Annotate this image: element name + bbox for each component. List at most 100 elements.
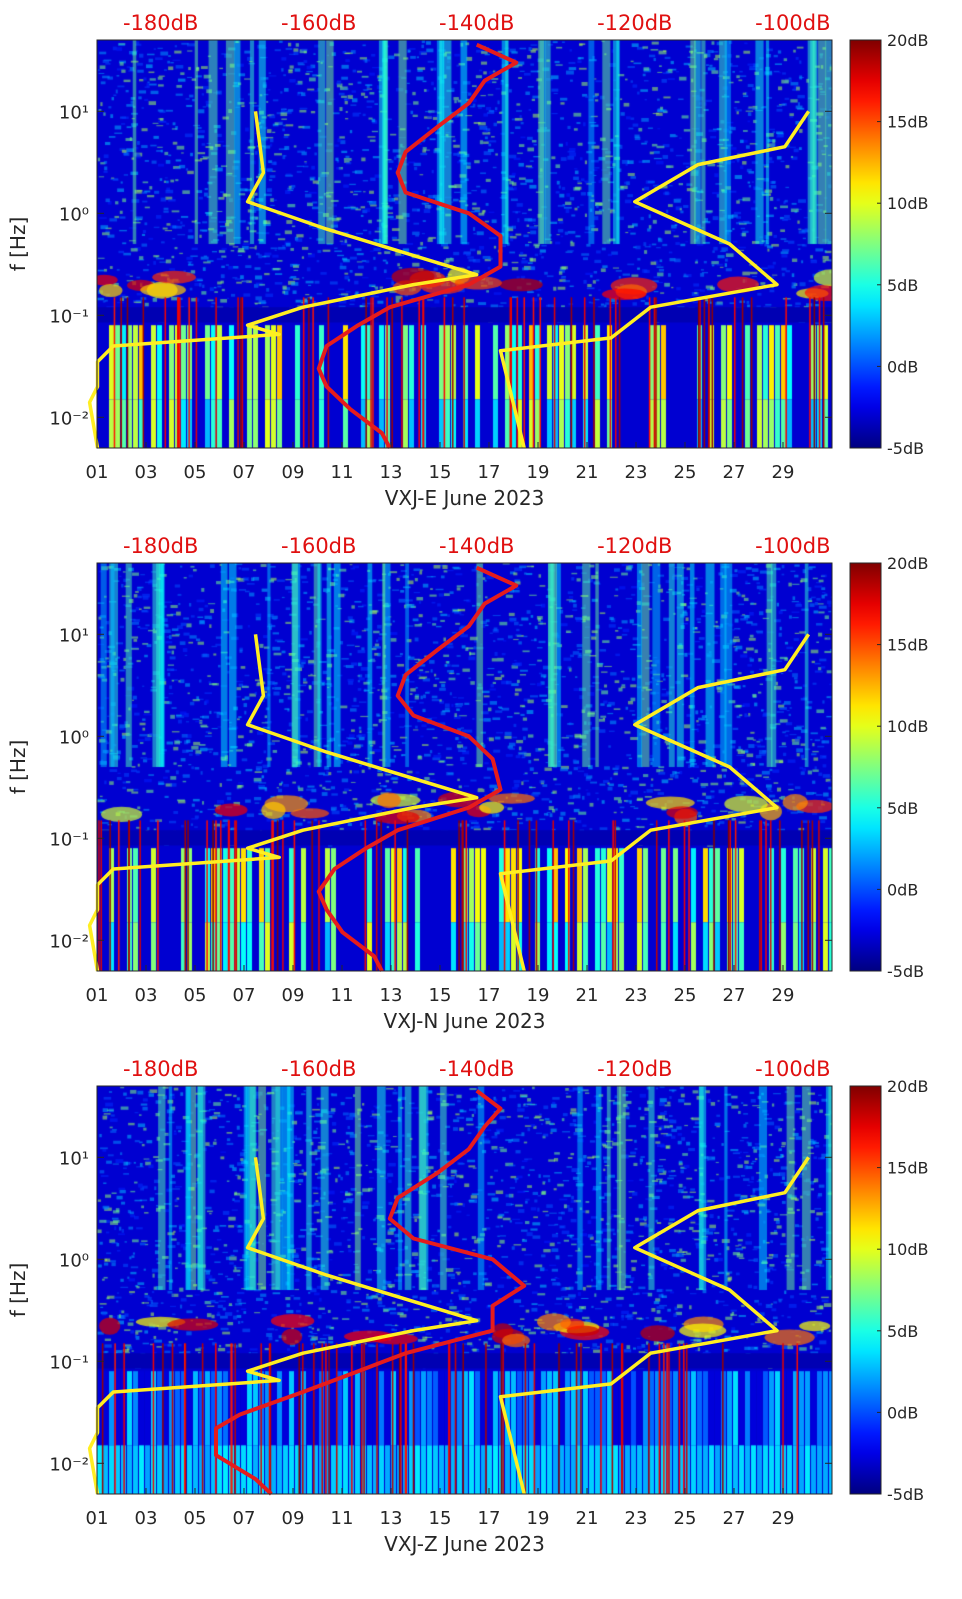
spectrogram-heatmap xyxy=(97,1086,832,1494)
noise-model-curve xyxy=(498,1156,811,1495)
x-tick-label: 09 xyxy=(282,985,305,1006)
x-tick-label: 03 xyxy=(135,462,158,483)
x-tick-label: 19 xyxy=(527,462,550,483)
x-tick-label: 01 xyxy=(86,462,109,483)
x-tick-label: 23 xyxy=(625,985,648,1006)
plot-frame xyxy=(96,1085,833,1495)
colorbar xyxy=(849,562,882,972)
x-tick-label: 29 xyxy=(772,985,795,1006)
noise-model-curve xyxy=(498,633,811,972)
power-scale-label: -160dB xyxy=(281,1057,356,1081)
spectrogram-panel: 01 03 05 07 09 11 13 15 17 19 21 23 25 27 29 10⁻² 10⁻¹ 10… xyxy=(6,534,929,1033)
x-tick-label: 15 xyxy=(429,1508,452,1529)
colorbar-tick-label: 15dB xyxy=(887,636,929,655)
x-tick-label: 15 xyxy=(429,985,452,1006)
x-tick-label: 09 xyxy=(282,1508,305,1529)
x-tick-label: 17 xyxy=(478,1508,501,1529)
x-tick-label: 25 xyxy=(674,462,697,483)
colorbar-tick-label: 20dB xyxy=(887,31,929,50)
colorbar-tick-label: 0dB xyxy=(887,1403,918,1422)
colorbar-tick-label: -5dB xyxy=(887,439,924,458)
psd-curve xyxy=(316,565,519,972)
x-tick-label: 05 xyxy=(184,462,207,483)
x-tick-label: 01 xyxy=(86,985,109,1006)
colorbar-tick-label: 0dB xyxy=(887,880,918,899)
power-scale-label: -180dB xyxy=(123,11,198,35)
plot-frame xyxy=(96,562,833,972)
y-tick-label: 10⁻² xyxy=(49,1454,89,1475)
x-tick-label: 21 xyxy=(576,985,599,1006)
x-tick-label: 21 xyxy=(576,1508,599,1529)
x-tick-label: 25 xyxy=(674,1508,697,1529)
x-tick-label: 05 xyxy=(184,985,207,1006)
spectrogram-panel: 01 03 05 07 09 11 13 15 17 19 21 23 25 27 29 10⁻² 10⁻¹ 10… xyxy=(6,1057,929,1556)
colorbar xyxy=(849,1085,882,1495)
x-tick-label: 19 xyxy=(527,1508,550,1529)
power-scale-label: -100dB xyxy=(755,1057,830,1081)
plot-frame xyxy=(96,39,833,449)
y-axis-label: f [Hz] xyxy=(6,1263,30,1318)
x-tick-label: 07 xyxy=(233,462,256,483)
colorbar-tick-label: -5dB xyxy=(887,1485,924,1504)
x-tick-label: 13 xyxy=(380,985,403,1006)
y-axis-label: f [Hz] xyxy=(6,740,30,795)
power-scale-label: -160dB xyxy=(281,534,356,558)
y-tick-label: 10⁰ xyxy=(59,727,89,748)
x-tick-label: 13 xyxy=(380,462,403,483)
x-tick-label: 21 xyxy=(576,462,599,483)
power-scale-label: -180dB xyxy=(123,1057,198,1081)
x-tick-label: 23 xyxy=(625,462,648,483)
power-scale-label: -160dB xyxy=(281,11,356,35)
x-axis-label: VXJ-E June 2023 xyxy=(385,486,545,510)
x-axis-label: VXJ-N June 2023 xyxy=(384,1009,546,1033)
y-tick-label: 10¹ xyxy=(59,625,89,646)
x-tick-label: 25 xyxy=(674,985,697,1006)
power-scale-label: -100dB xyxy=(755,11,830,35)
power-scale-label: -140dB xyxy=(439,534,514,558)
power-scale-label: -120dB xyxy=(597,11,672,35)
noise-model-curve xyxy=(498,110,811,449)
x-tick-label: 07 xyxy=(233,985,256,1006)
spectrogram-heatmap xyxy=(97,563,832,971)
colorbar-tick-label: 20dB xyxy=(887,554,929,573)
psd-curve xyxy=(214,1089,527,1496)
y-tick-label: 10⁻¹ xyxy=(49,1352,89,1373)
y-axis-label: f [Hz] xyxy=(6,217,30,272)
colorbar-tick-label: 5dB xyxy=(887,276,918,295)
colorbar xyxy=(849,39,882,449)
x-tick-label: 27 xyxy=(723,462,746,483)
y-tick-label: 10⁻¹ xyxy=(49,829,89,850)
x-tick-label: 11 xyxy=(331,462,354,483)
spectrogram-heatmap xyxy=(97,40,832,448)
x-tick-label: 05 xyxy=(184,1508,207,1529)
spectrogram-panel: 01 03 05 07 09 11 13 15 17 19 21 23 25 27 29 10⁻² 10⁻¹ 10… xyxy=(6,11,929,510)
y-tick-label: 10⁻² xyxy=(49,931,89,952)
y-tick-label: 10¹ xyxy=(59,1148,89,1169)
colorbar-tick-label: 10dB xyxy=(887,194,929,213)
colorbar-tick-label: 15dB xyxy=(887,113,929,132)
x-tick-label: 11 xyxy=(331,985,354,1006)
colorbar-tick-label: 15dB xyxy=(887,1159,929,1178)
x-tick-label: 01 xyxy=(86,1508,109,1529)
colorbar-tick-label: 20dB xyxy=(887,1077,929,1096)
colorbar-tick-label: 5dB xyxy=(887,799,918,818)
colorbar-tick-label: 10dB xyxy=(887,1240,929,1259)
y-tick-label: 10⁰ xyxy=(59,1250,89,1271)
psd-curve xyxy=(316,42,519,449)
colorbar-tick-label: 5dB xyxy=(887,1322,918,1341)
y-tick-label: 10⁰ xyxy=(59,204,89,225)
y-tick-label: 10⁻¹ xyxy=(49,306,89,327)
colorbar-tick-label: -5dB xyxy=(887,962,924,981)
power-scale-label: -140dB xyxy=(439,1057,514,1081)
x-tick-label: 13 xyxy=(380,1508,403,1529)
colorbar-tick-label: 10dB xyxy=(887,717,929,736)
y-tick-label: 10¹ xyxy=(59,102,89,123)
x-tick-label: 17 xyxy=(478,985,501,1006)
x-tick-label: 11 xyxy=(331,1508,354,1529)
x-tick-label: 29 xyxy=(772,462,795,483)
power-scale-label: -120dB xyxy=(597,534,672,558)
x-tick-label: 27 xyxy=(723,1508,746,1529)
x-tick-label: 23 xyxy=(625,1508,648,1529)
x-tick-label: 09 xyxy=(282,462,305,483)
